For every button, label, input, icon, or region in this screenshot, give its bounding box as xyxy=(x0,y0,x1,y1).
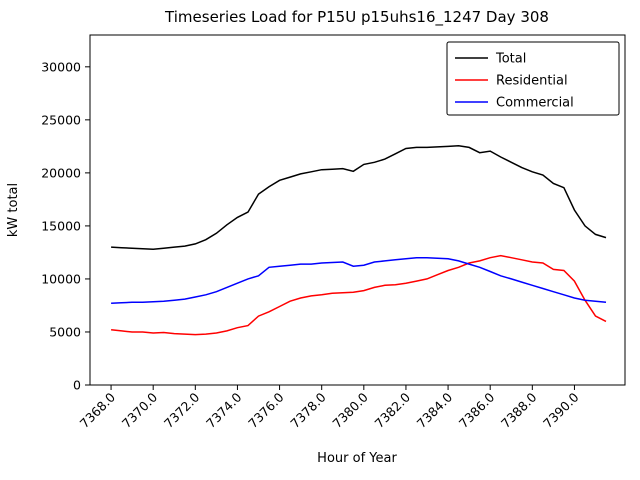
y-tick-label: 30000 xyxy=(41,59,81,74)
series-line-total xyxy=(111,145,607,250)
y-tick-label: 15000 xyxy=(41,218,81,233)
series-line-commercial xyxy=(111,256,607,305)
y-tick-label: 20000 xyxy=(41,165,81,180)
legend-label-residential: Residential xyxy=(496,74,568,89)
legend-box xyxy=(446,41,620,116)
y-tick-label: 5000 xyxy=(49,324,81,339)
chart-title: Timeseries Load for P15U p15uhs16_1247 D… xyxy=(164,8,549,27)
x-axis-label: Hour of Year xyxy=(317,451,397,466)
series-line-residential xyxy=(111,254,607,336)
series-lines xyxy=(111,145,607,336)
legend-label-commercial: Commercial xyxy=(496,96,574,111)
y-axis-label: kW total xyxy=(6,183,21,237)
legend: Total Residential Commercial xyxy=(446,41,620,116)
y-tick-label: 0 xyxy=(73,378,81,393)
y-tick-label: 25000 xyxy=(41,112,81,127)
y-tick-label: 10000 xyxy=(41,271,81,286)
legend-label-total: Total xyxy=(495,52,526,67)
